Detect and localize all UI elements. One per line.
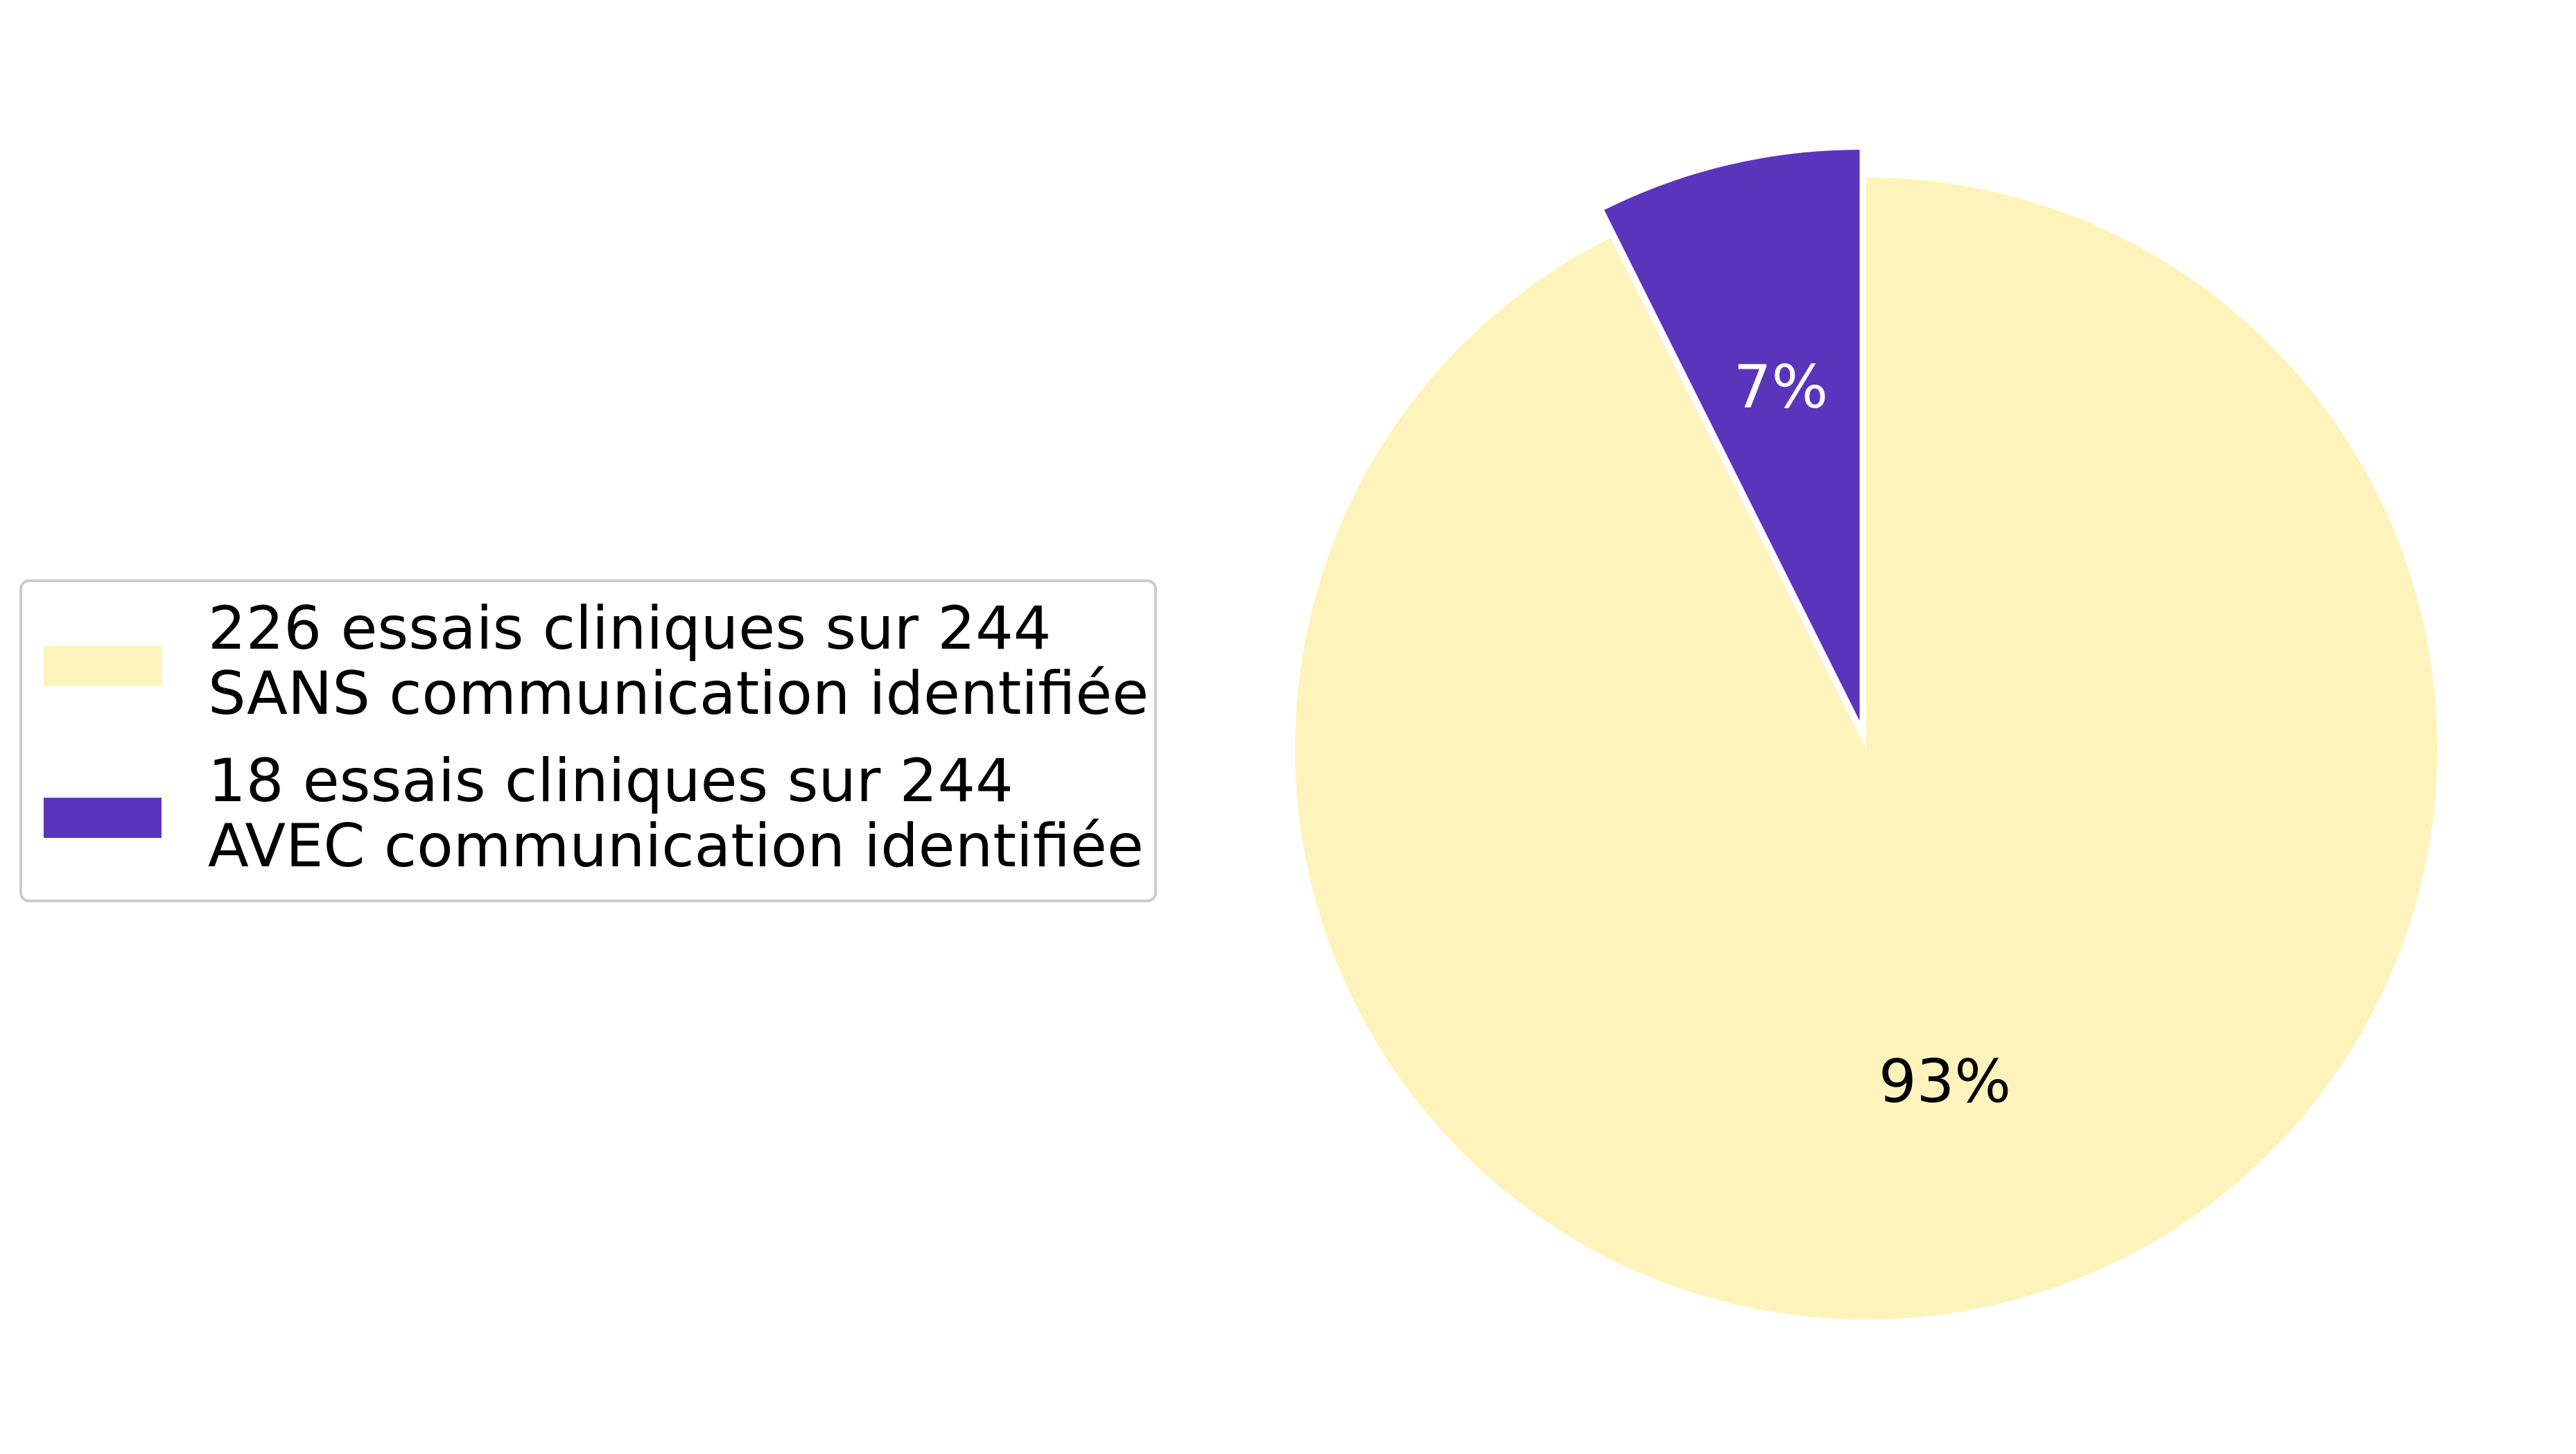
pie-slice-sans xyxy=(1295,177,2437,1320)
pie-label-avec: 7% xyxy=(1734,353,1828,422)
legend-label-sans-line1: 226 essais cliniques sur 244 xyxy=(208,594,1052,663)
pie-percent-labels: 93% 7% xyxy=(1734,353,2011,1116)
legend: 226 essais cliniques sur 244 SANS commun… xyxy=(19,579,1157,902)
legend-label-sans-line2: SANS communication identifiée xyxy=(208,659,1149,728)
legend-swatch-avec xyxy=(44,798,162,838)
legend-swatch-sans xyxy=(44,646,162,686)
legend-frame xyxy=(19,579,1157,902)
legend-label-avec-line1: 18 essais cliniques sur 244 xyxy=(208,746,1013,816)
pie-label-sans: 93% xyxy=(1879,1047,2011,1116)
pie-slice-avec xyxy=(1604,150,1860,721)
pie-slices xyxy=(1295,150,2437,1320)
legend-label-avec-line2: AVEC communication identifiée xyxy=(208,812,1144,881)
